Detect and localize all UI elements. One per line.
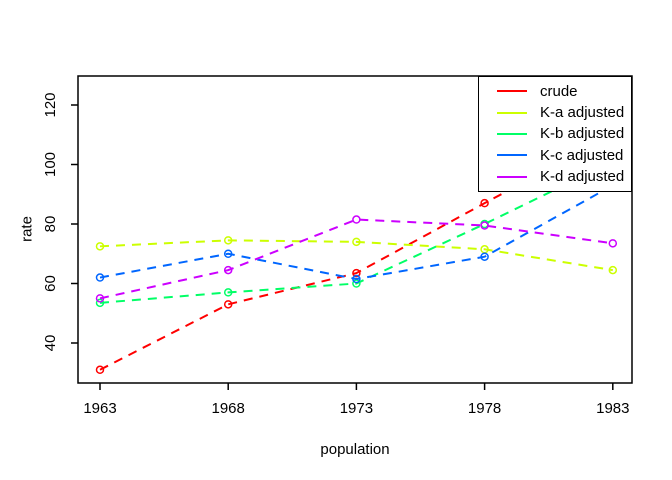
- data-point-marker-k-a-adjusted: [223, 236, 233, 245]
- y-tick-label: 120: [42, 92, 59, 117]
- data-point-marker-crude: [95, 365, 105, 375]
- data-point-marker-k-a-adjusted: [352, 237, 361, 247]
- data-point-marker-k-b-adjusted: [95, 298, 105, 308]
- data-point-marker-k-d-adjusted: [95, 294, 105, 303]
- plot-border: [77, 75, 633, 384]
- x-axis-title: population: [320, 441, 390, 458]
- x-tick-label: 1978: [468, 400, 501, 417]
- y-tick-label: 40: [42, 335, 59, 352]
- legend-line-sample: [497, 111, 527, 114]
- legend-label: crude: [540, 82, 578, 100]
- y-tick-label: 80: [42, 216, 59, 233]
- data-point-marker-k-c-adjusted: [95, 273, 105, 282]
- series-line-k-d-adjusted: [99, 218, 613, 300]
- legend-label: K-a adjusted: [540, 104, 625, 122]
- legend-item-k-c-adjusted: K-c adjusted: [479, 145, 631, 165]
- legend-item-k-a-adjusted: K-a adjusted: [479, 103, 631, 123]
- data-point-marker-crude: [223, 300, 233, 309]
- legend-line-sample: [497, 154, 527, 157]
- data-point-marker-crude: [480, 198, 489, 208]
- x-tick-label: 1968: [212, 400, 245, 417]
- data-point-marker-k-d-adjusted: [480, 221, 489, 230]
- series-line-k-b-adjusted: [99, 160, 614, 304]
- legend-item-crude: crude: [479, 81, 631, 101]
- data-point-marker-k-c-adjusted: [352, 274, 361, 284]
- legend-label: K-c adjusted: [540, 146, 624, 164]
- y-axis-title: rate: [18, 216, 36, 242]
- x-tick-label: 1983: [596, 400, 629, 417]
- y-tick-label: 60: [42, 275, 59, 292]
- data-point-marker-k-b-adjusted: [223, 288, 233, 297]
- x-tick-label: 1973: [340, 400, 373, 417]
- legend-line-sample: [497, 175, 527, 178]
- legend-item-k-d-adjusted: K-d adjusted: [479, 167, 631, 187]
- data-point-marker-k-a-adjusted: [95, 242, 105, 251]
- legend: crude K-a adjusted K-b adjusted K-c adjuste…: [478, 76, 632, 192]
- data-point-marker-k-d-adjusted: [352, 215, 361, 224]
- legend-line-sample: [497, 132, 527, 135]
- legend-item-k-b-adjusted: K-b adjusted: [479, 124, 631, 144]
- data-point-marker-k-a-adjusted: [608, 265, 618, 275]
- data-point-marker-k-c-adjusted: [480, 252, 489, 261]
- y-tick-label: 100: [42, 152, 59, 177]
- data-point-marker-crude: [352, 268, 361, 278]
- data-point-marker-k-d-adjusted: [223, 265, 233, 275]
- legend-line-sample: [497, 90, 527, 93]
- x-tick-label: 1963: [83, 400, 116, 417]
- legend-label: K-d adjusted: [540, 168, 625, 186]
- series-line-k-a-adjusted: [99, 239, 613, 272]
- series-line-k-c-adjusted: [99, 184, 614, 281]
- data-point-marker-k-c-adjusted: [223, 249, 233, 258]
- legend-label: K-b adjusted: [540, 125, 625, 143]
- data-point-marker-k-d-adjusted: [608, 239, 618, 248]
